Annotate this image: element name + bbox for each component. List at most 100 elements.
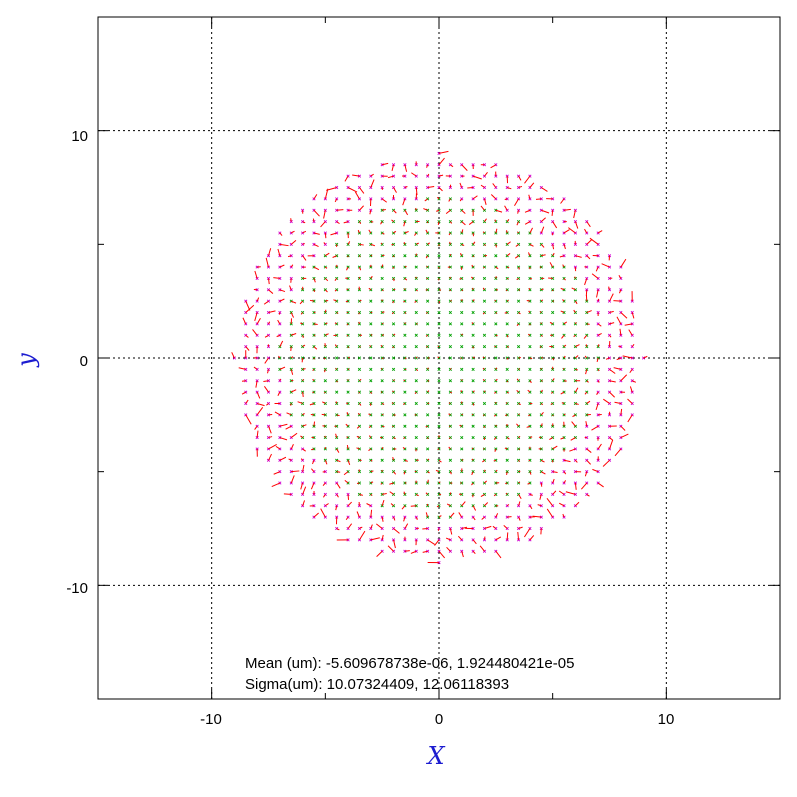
- residual-vector: [506, 218, 510, 222]
- residual-vector: [369, 210, 372, 215]
- grid-point-marker: [460, 401, 464, 406]
- residual-vector: [560, 287, 565, 291]
- grid-point-marker: [460, 435, 464, 440]
- residual-vector: [393, 379, 395, 382]
- residual-vector: [484, 502, 489, 507]
- residual-vector: [347, 356, 350, 359]
- residual-vector: [627, 414, 633, 423]
- residual-vector: [540, 403, 543, 406]
- residual-vector: [620, 425, 626, 431]
- grid-point-marker: [562, 208, 566, 212]
- grid-point-marker: [596, 299, 600, 303]
- residual-vector: [597, 230, 603, 234]
- residual-vector: [552, 378, 555, 382]
- residual-vector: [446, 503, 451, 507]
- grid-point-marker: [414, 345, 418, 349]
- residual-vector: [300, 482, 304, 490]
- grid-point-marker: [335, 390, 339, 394]
- residual-vector: [325, 300, 329, 302]
- residual-vector: [273, 471, 281, 475]
- residual-vector: [300, 312, 303, 315]
- residual-vector: [527, 482, 531, 485]
- grid-point-marker: [494, 356, 498, 360]
- grid-point-marker: [482, 538, 487, 542]
- residual-vector: [437, 448, 440, 450]
- residual-vector: [425, 312, 428, 314]
- grid-point-marker: [266, 379, 271, 383]
- residual-vector: [359, 530, 366, 541]
- grid-point-marker: [528, 367, 532, 371]
- grid-point-marker: [426, 299, 430, 303]
- residual-vector: [584, 355, 588, 359]
- grid-point-marker: [414, 333, 418, 337]
- grid-point-marker: [426, 504, 430, 508]
- grid-point-marker: [300, 208, 305, 212]
- grid-point-marker: [505, 379, 509, 383]
- grid-point-marker: [266, 265, 271, 269]
- grid-point-marker: [619, 299, 623, 303]
- residual-vector: [609, 437, 613, 441]
- grid-point-marker: [357, 470, 362, 474]
- grid-point-marker: [346, 254, 350, 258]
- residual-vector: [347, 187, 358, 193]
- residual-vector: [471, 276, 474, 279]
- grid-point-marker: [289, 276, 293, 281]
- residual-vector: [562, 264, 565, 268]
- residual-vector: [313, 278, 316, 283]
- residual-vector: [356, 425, 360, 429]
- residual-vector: [370, 334, 373, 336]
- residual-vector: [380, 344, 383, 347]
- residual-vector: [518, 460, 520, 462]
- residual-vector: [472, 299, 475, 302]
- residual-vector: [597, 380, 600, 383]
- residual-vector: [325, 503, 329, 507]
- residual-vector: [563, 355, 566, 359]
- residual-vector: [596, 289, 599, 298]
- residual-vector: [336, 414, 340, 417]
- grid-point-marker: [403, 424, 407, 428]
- grid-point-marker: [426, 185, 430, 190]
- residual-vector: [402, 198, 406, 206]
- residual-vector: [297, 401, 303, 404]
- residual-vector: [352, 174, 360, 177]
- residual-vector: [291, 333, 297, 336]
- residual-vector: [609, 322, 615, 325]
- grid-point-marker: [460, 299, 464, 303]
- residual-vector: [461, 551, 464, 558]
- residual-vector: [518, 435, 521, 438]
- residual-vector: [507, 187, 512, 190]
- residual-vector: [472, 550, 476, 555]
- grid-point-marker: [278, 310, 282, 315]
- residual-vector: [279, 423, 288, 427]
- residual-vector: [278, 355, 281, 359]
- grid-point-marker: [516, 333, 521, 337]
- residual-vector: [585, 369, 588, 375]
- residual-vector: [472, 175, 482, 180]
- grid-point-marker: [448, 458, 452, 462]
- residual-vector: [574, 322, 577, 325]
- residual-vector: [490, 194, 497, 200]
- residual-vector: [438, 266, 440, 269]
- residual-vector: [448, 413, 451, 416]
- grid-point-marker: [551, 197, 555, 201]
- residual-vector: [494, 219, 497, 222]
- grid-point-marker: [266, 276, 271, 281]
- residual-vector: [369, 345, 372, 347]
- residual-vector: [336, 312, 339, 314]
- residual-vector: [518, 368, 521, 370]
- residual-vector: [586, 459, 591, 465]
- residual-vector: [299, 300, 303, 305]
- residual-vector: [624, 323, 633, 326]
- residual-vector: [389, 482, 394, 485]
- residual-vector: [563, 321, 568, 325]
- grid-point-marker: [300, 367, 305, 371]
- residual-vector: [529, 243, 534, 247]
- residual-vector: [302, 221, 306, 224]
- residual-vector: [290, 218, 292, 222]
- residual-vector: [631, 312, 635, 319]
- residual-vector: [482, 312, 485, 315]
- grid-point-marker: [494, 447, 498, 451]
- residual-vector: [450, 164, 454, 168]
- residual-vector: [517, 210, 520, 214]
- grid-point-marker: [403, 345, 407, 349]
